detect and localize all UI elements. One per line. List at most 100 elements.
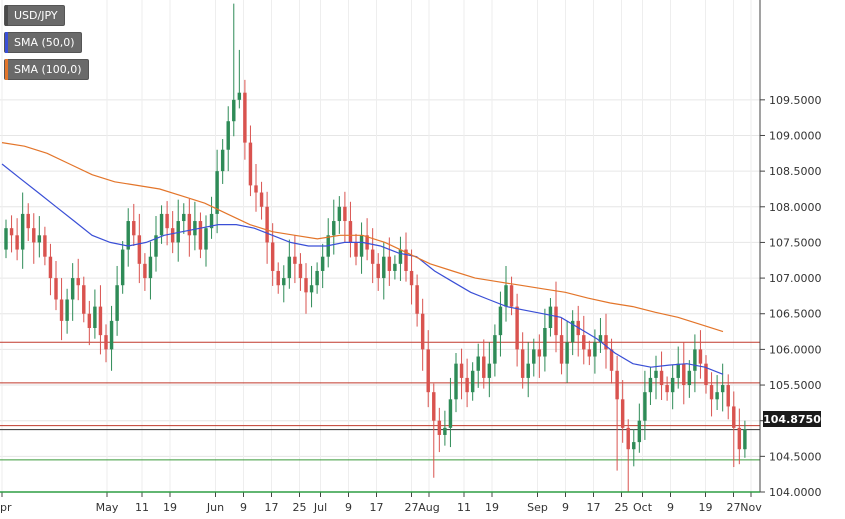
candle-down	[609, 349, 614, 371]
sma50-swatch	[5, 32, 8, 53]
candle-down	[343, 206, 347, 222]
candle-down	[26, 213, 30, 229]
candle-down	[293, 256, 297, 264]
x-tick-label: Apr	[0, 501, 12, 514]
candle-down	[515, 306, 519, 350]
candle-down	[76, 278, 80, 286]
candle-down	[48, 256, 53, 279]
x-tick-label: Oct	[633, 501, 653, 514]
x-tick-label: 17	[587, 501, 601, 514]
candle-down	[265, 206, 269, 243]
symbol-label: USD/JPY	[14, 9, 58, 22]
candle-up	[715, 392, 719, 400]
candle-down	[559, 335, 564, 364]
candle-down	[459, 363, 464, 378]
current-price-tag: 104.8750	[763, 411, 821, 427]
candle-up	[209, 213, 214, 229]
candle-up	[287, 256, 292, 279]
candle-up	[4, 228, 8, 250]
candle-up	[382, 256, 386, 279]
sma100-line	[1, 142, 724, 333]
x-tick-label: Nov	[740, 501, 762, 514]
candle-down	[304, 278, 308, 293]
x-tick-label: 9	[667, 501, 674, 514]
candle-down	[482, 356, 486, 378]
candle-up	[148, 256, 153, 279]
candle-down	[348, 221, 353, 243]
sma50-line	[1, 163, 724, 375]
candle-down	[682, 363, 686, 386]
y-tick-label: 106.5000	[769, 308, 822, 321]
candle-up	[543, 328, 547, 357]
candle-down	[587, 349, 592, 357]
candle-up	[120, 249, 125, 286]
candle-down	[98, 306, 103, 336]
candle-down	[626, 427, 630, 450]
candle-up	[743, 429, 747, 450]
candle-down	[698, 349, 703, 364]
candle-up	[498, 306, 503, 336]
x-tick-label: 19	[699, 501, 713, 514]
candle-up	[215, 171, 219, 214]
x-tick-label: 17	[370, 501, 384, 514]
candle-down	[276, 270, 280, 286]
candle-up	[632, 442, 636, 450]
candle-down	[259, 192, 264, 207]
candle-up	[476, 356, 480, 371]
candle-down	[704, 363, 708, 386]
candle-down	[187, 213, 192, 236]
candle-down	[254, 185, 258, 193]
candle-up	[159, 213, 164, 236]
candle-down	[132, 221, 136, 236]
candle-up	[643, 392, 647, 421]
candle-down	[737, 427, 742, 450]
candle-down	[15, 235, 19, 250]
x-tick-label: May	[96, 501, 119, 514]
candle-down	[726, 385, 730, 407]
candle-up	[204, 228, 208, 250]
sma50-label: SMA (50,0)	[14, 36, 75, 49]
candle-up	[337, 206, 342, 222]
candle-up	[176, 221, 180, 243]
x-tick-label: 9	[345, 501, 352, 514]
x-tick-label: 25	[293, 501, 307, 514]
candle-down	[537, 349, 542, 357]
candle-up	[532, 349, 536, 364]
y-tick-label: 105.5000	[769, 379, 822, 392]
y-tick-label: 106.0000	[769, 343, 822, 356]
candle-down	[143, 263, 147, 279]
candle-up	[20, 213, 25, 250]
symbol-swatch	[5, 5, 8, 26]
x-tick-label: 25	[615, 501, 629, 514]
candle-down	[409, 270, 414, 286]
x-tick-label: 9	[240, 501, 247, 514]
candle-up	[93, 306, 97, 328]
candle-up	[309, 285, 314, 293]
legend-symbol[interactable]: USD/JPY	[4, 5, 65, 26]
candle-down	[732, 406, 736, 428]
candle-down	[432, 392, 436, 421]
candle-down	[43, 235, 47, 257]
candle-up	[648, 377, 653, 393]
legend-sma100[interactable]: SMA (100,0)	[4, 59, 89, 80]
candle-up	[654, 370, 658, 378]
candle-down	[9, 228, 14, 236]
candle-up	[676, 363, 680, 378]
candle-down	[604, 335, 608, 350]
candle-up	[109, 320, 114, 350]
candle-up	[637, 420, 642, 443]
candle-up	[70, 278, 75, 300]
candle-up	[37, 235, 42, 243]
candle-down	[82, 285, 86, 314]
candle-down	[509, 285, 514, 307]
candle-up	[470, 370, 475, 393]
candle-up	[487, 363, 492, 378]
candle-down	[620, 399, 625, 428]
candle-up	[443, 427, 447, 435]
candle-down	[582, 335, 586, 350]
candle-up	[393, 263, 397, 271]
y-tick-label: 107.5000	[769, 236, 822, 249]
candle-down	[104, 335, 108, 350]
legend-sma50[interactable]: SMA (50,0)	[4, 32, 82, 53]
